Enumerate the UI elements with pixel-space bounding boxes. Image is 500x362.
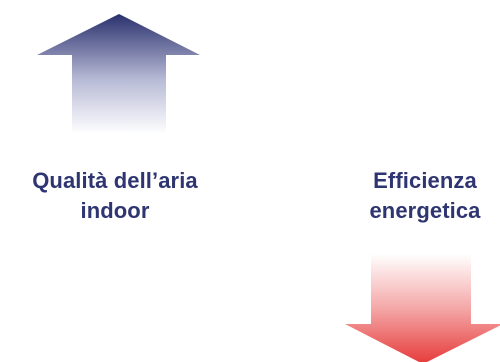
energy-efficiency-label-line1: Efficienza bbox=[373, 168, 477, 193]
indoor-air-quality-label-line2: indoor bbox=[80, 198, 150, 223]
energy-efficiency-label-line2: energetica bbox=[369, 198, 481, 223]
energy-efficiency-label: Efficienza energetica bbox=[325, 166, 500, 226]
indoor-air-quality-label-line1: Qualità dell’aria bbox=[32, 168, 198, 193]
indoor-air-quality-label: Qualità dell’aria indoor bbox=[15, 166, 215, 226]
arrow-up-icon bbox=[37, 14, 200, 134]
arrow-down-icon bbox=[345, 254, 500, 362]
